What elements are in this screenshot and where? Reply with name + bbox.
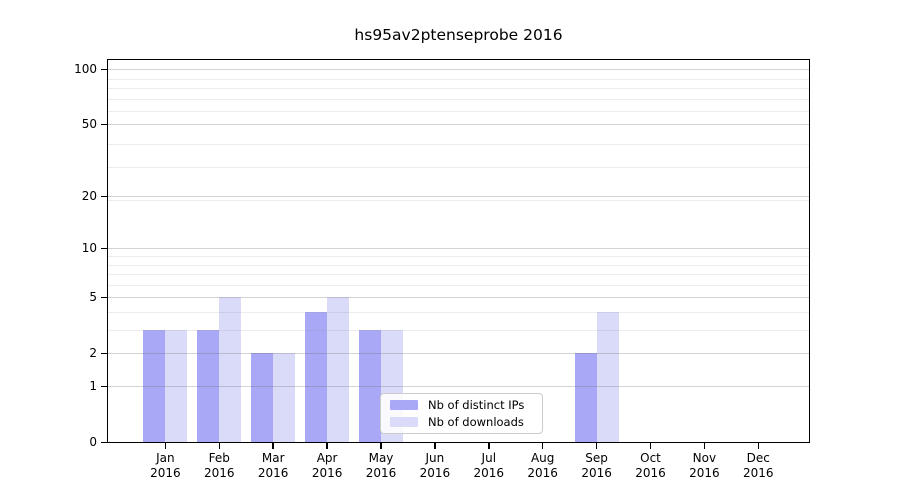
- y-tick-mark-0: [101, 441, 107, 443]
- gridline-minor-69: [108, 98, 809, 100]
- legend-swatch-distinct-ips: [390, 400, 418, 410]
- x-tick-mark-sep: [595, 443, 598, 449]
- x-tick-label-jul: Jul 2016: [473, 451, 505, 480]
- bar-distinct-ips-jan: [143, 330, 166, 442]
- gridline-major-5: [108, 297, 809, 299]
- gridline-major-100: [108, 69, 809, 71]
- x-tick-mark-jan: [164, 443, 167, 449]
- gridline-minor-79: [108, 88, 809, 90]
- y-tick-mark-50: [101, 123, 107, 126]
- y-tick-mark-1: [101, 385, 107, 387]
- x-tick-label-dec: Dec 2016: [743, 451, 774, 480]
- x-tick-label-jan: Jan 2016: [150, 451, 181, 480]
- bar-downloads-mar: [273, 353, 296, 442]
- bar-downloads-sep: [596, 312, 619, 442]
- x-tick-label-jun: Jun 2016: [419, 451, 451, 480]
- bar-distinct-ips-sep: [574, 353, 597, 442]
- x-tick-mark-nov: [703, 443, 706, 449]
- gridline-major-10: [108, 248, 809, 250]
- y-tick-label-2: 2: [89, 346, 97, 361]
- y-tick-label-100: 100: [74, 62, 97, 77]
- y-tick-mark-100: [101, 68, 107, 71]
- legend-item-downloads: Nb of downloads: [390, 414, 533, 429]
- gridline-minor-9: [108, 256, 809, 257]
- x-tick-label-may: May 2016: [365, 451, 397, 480]
- plot-area: [107, 59, 810, 443]
- bar-downloads-apr: [327, 297, 350, 442]
- y-tick-label-0: 0: [89, 435, 97, 449]
- y-tick-mark-20: [101, 195, 107, 198]
- x-tick-mark-aug: [541, 443, 544, 449]
- gridline-major-20: [108, 196, 809, 198]
- bar-downloads-feb: [219, 297, 242, 442]
- x-tick-mark-apr: [326, 443, 328, 449]
- legend-item-distinct-ips: Nb of distinct IPs: [390, 397, 533, 412]
- y-tick-label-20: 20: [81, 189, 97, 204]
- gridline-minor-6: [108, 284, 809, 286]
- gridline-minor-7: [108, 274, 809, 276]
- y-tick-mark-5: [101, 296, 107, 299]
- gridline-major-1: [108, 386, 809, 387]
- gridline-minor-4: [108, 311, 809, 313]
- legend-swatch-downloads: [390, 417, 418, 427]
- y-tick-label-1: 1: [89, 379, 97, 393]
- x-tick-mark-mar: [272, 443, 274, 449]
- bar-distinct-ips-mar: [251, 353, 274, 442]
- x-tick-mark-feb: [218, 443, 221, 449]
- gridline-major-50: [108, 124, 809, 126]
- bar-downloads-jan: [165, 330, 188, 442]
- gridline-minor-3: [108, 330, 809, 332]
- bar-distinct-ips-may: [359, 330, 381, 442]
- x-tick-label-feb: Feb 2016: [204, 451, 235, 480]
- gridline-minor-29: [108, 167, 809, 169]
- gridline-minor-89: [108, 78, 809, 80]
- chart-title: hs95av2ptenseprobe 2016: [354, 26, 563, 44]
- x-tick-mark-jul: [488, 443, 490, 449]
- x-tick-mark-jun: [434, 443, 436, 449]
- x-tick-label-apr: Apr 2016: [311, 451, 343, 480]
- y-tick-label-10: 10: [81, 241, 97, 256]
- y-tick-label-50: 50: [81, 117, 97, 132]
- y-tick-mark-10: [101, 247, 107, 250]
- legend-label-downloads: Nb of downloads: [428, 414, 524, 429]
- gridline-minor-19: [108, 200, 809, 201]
- gridline-major-2: [108, 353, 809, 355]
- gridline-minor-59: [108, 111, 809, 113]
- legend: Nb of distinct IPs Nb of downloads: [380, 393, 543, 434]
- bar-distinct-ips-feb: [197, 330, 220, 442]
- legend-label-distinct-ips: Nb of distinct IPs: [428, 397, 525, 412]
- x-tick-label-oct: Oct 2016: [635, 451, 666, 480]
- x-tick-label-nov: Nov 2016: [689, 451, 720, 480]
- bar-distinct-ips-apr: [305, 312, 328, 442]
- x-tick-label-aug: Aug 2016: [527, 451, 558, 480]
- x-tick-mark-oct: [649, 443, 652, 449]
- gridline-minor-8: [108, 264, 809, 266]
- x-tick-mark-may: [380, 443, 382, 449]
- x-tick-mark-dec: [757, 443, 760, 449]
- x-tick-label-mar: Mar 2016: [257, 451, 289, 480]
- y-tick-mark-2: [101, 352, 107, 355]
- x-tick-label-sep: Sep 2016: [581, 451, 612, 480]
- gridline-minor-39: [108, 144, 809, 146]
- y-tick-label-5: 5: [89, 290, 97, 305]
